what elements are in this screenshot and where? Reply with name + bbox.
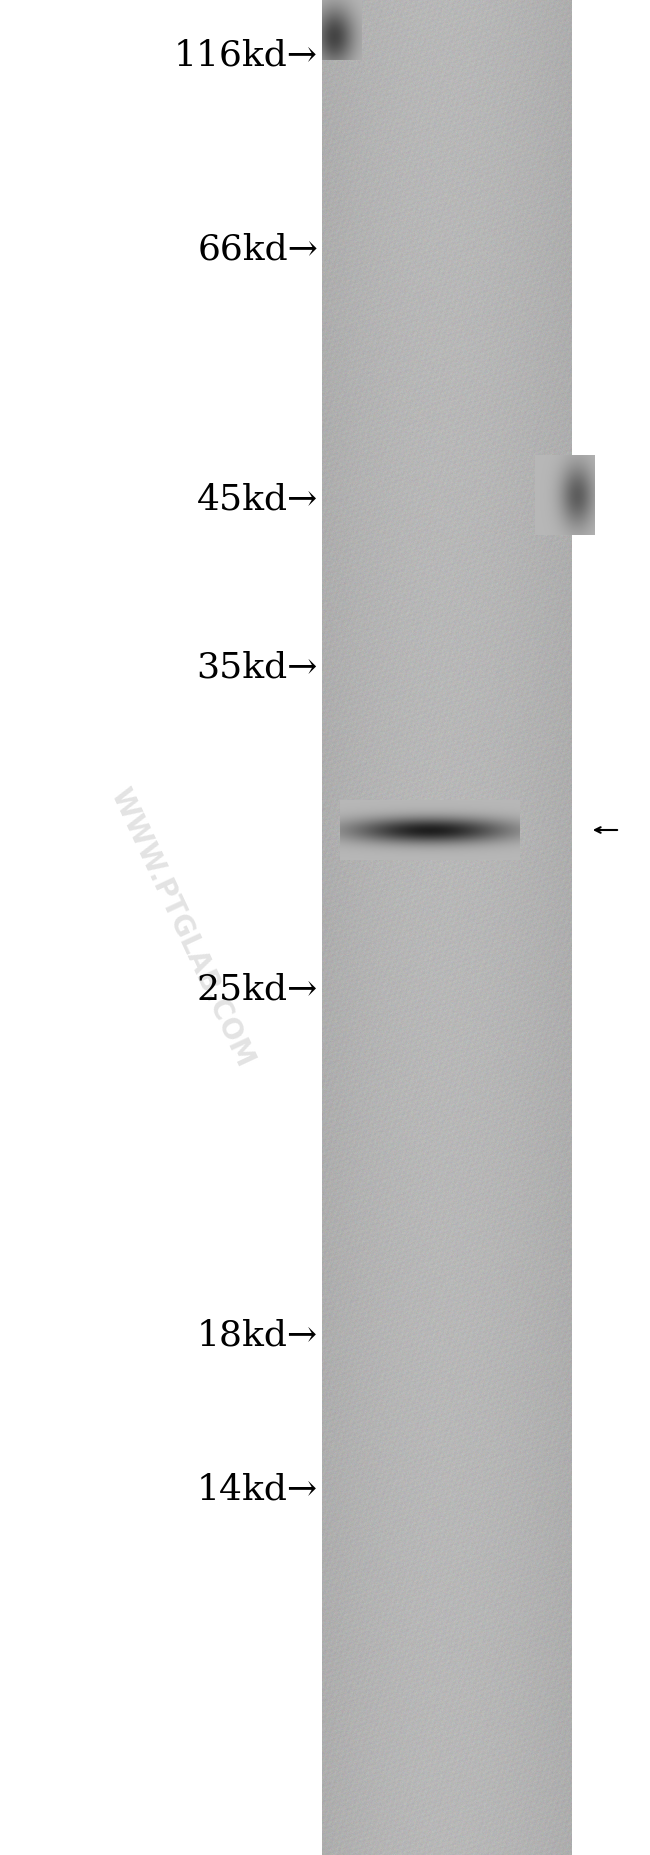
Text: 35kd→: 35kd→ xyxy=(196,651,318,684)
Text: 25kd→: 25kd→ xyxy=(197,974,318,1007)
Text: 116kd→: 116kd→ xyxy=(174,37,318,72)
Text: 18kd→: 18kd→ xyxy=(197,1319,318,1352)
Text: 14kd→: 14kd→ xyxy=(197,1473,318,1506)
Text: 45kd→: 45kd→ xyxy=(197,482,318,518)
Text: WWW.PTGLAB.COM: WWW.PTGLAB.COM xyxy=(105,783,259,1072)
Text: 66kd→: 66kd→ xyxy=(197,234,318,267)
